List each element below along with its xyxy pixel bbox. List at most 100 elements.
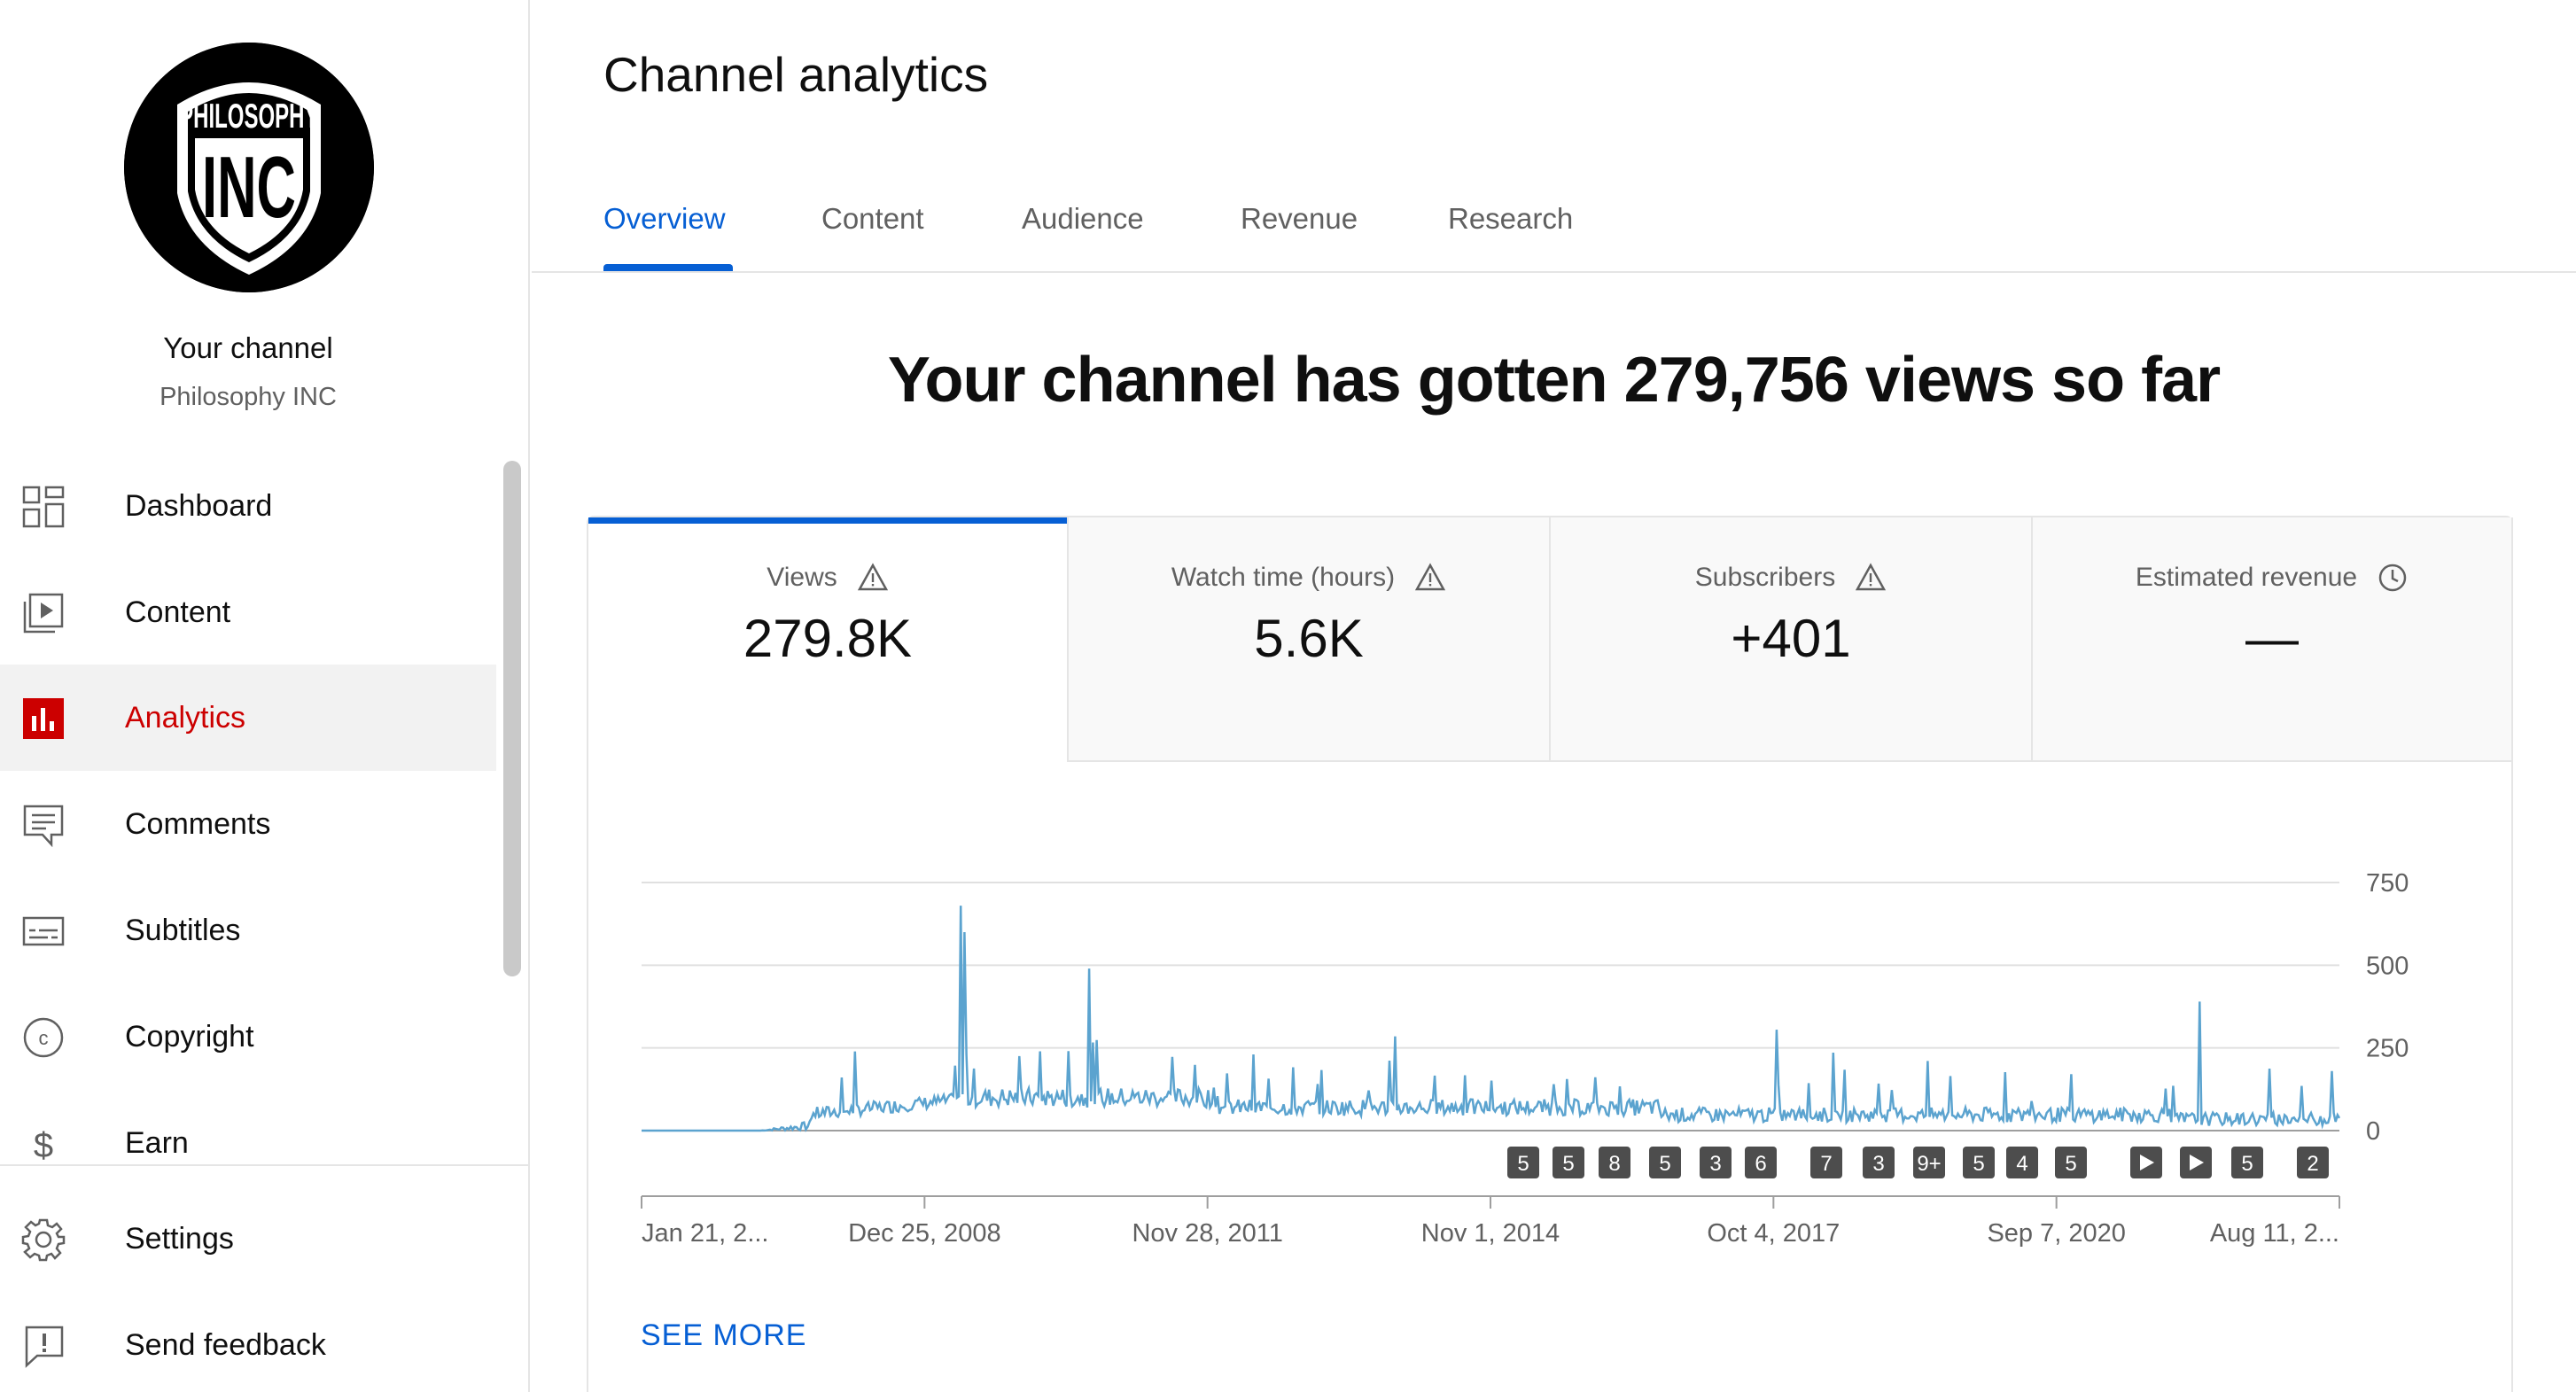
sidebar-item-send-feedback[interactable]: Send feedback bbox=[0, 1292, 496, 1392]
sidebar-item-label: Dashboard bbox=[125, 488, 273, 523]
metric-value: 5.6K bbox=[1254, 609, 1364, 668]
video-marker bbox=[2130, 1147, 2162, 1178]
video-marker: 3 bbox=[1863, 1147, 1895, 1178]
video-marker: 8 bbox=[1599, 1147, 1630, 1178]
video-marker bbox=[2180, 1147, 2212, 1178]
y-tick-label: 0 bbox=[2366, 1117, 2380, 1146]
sidebar-item-label: Earn bbox=[125, 1125, 189, 1160]
tab-audience[interactable]: Audience bbox=[1022, 202, 1144, 235]
metric-subscribers[interactable]: Subscribers +401 bbox=[1549, 517, 2031, 762]
y-tick-label: 250 bbox=[2366, 1035, 2409, 1063]
play-icon bbox=[2140, 1155, 2154, 1170]
dashboard-icon bbox=[21, 485, 66, 529]
sidebar-scrollbar[interactable] bbox=[503, 461, 521, 976]
tab-revenue[interactable]: Revenue bbox=[1241, 202, 1358, 235]
metric-watch-time[interactable]: Watch time (hours) 5.6K bbox=[1067, 517, 1549, 762]
philosophy-inc-logo: PHILOSOPHY INC bbox=[124, 43, 374, 292]
channel-avatar[interactable]: PHILOSOPHY INC bbox=[124, 43, 374, 292]
metric-estimated-revenue[interactable]: Estimated revenue — bbox=[2031, 517, 2513, 762]
x-tick-label: Aug 11, 2... bbox=[2210, 1219, 2339, 1248]
video-marker: 5 bbox=[1553, 1147, 1584, 1178]
sidebar-item-label: Content bbox=[125, 595, 231, 629]
video-marker: 5 bbox=[1649, 1147, 1681, 1178]
video-marker: 9+ bbox=[1913, 1147, 1945, 1178]
warning-icon[interactable] bbox=[1414, 562, 1446, 594]
video-marker: 5 bbox=[2055, 1147, 2087, 1178]
marker-count: 4 bbox=[2016, 1152, 2027, 1176]
video-marker: 7 bbox=[1810, 1147, 1842, 1178]
marker-count: 5 bbox=[1659, 1152, 1670, 1176]
video-marker: 5 bbox=[1507, 1147, 1539, 1178]
sidebar-item-comments[interactable]: Comments bbox=[0, 771, 496, 877]
sidebar-item-subtitles[interactable]: Subtitles bbox=[0, 877, 496, 984]
sidebar: PHILOSOPHY INC Your channel Philosophy I… bbox=[0, 0, 530, 1392]
play-icon bbox=[2190, 1155, 2204, 1170]
channel-name: Philosophy INC bbox=[160, 383, 337, 411]
your-channel-label: Your channel bbox=[163, 331, 333, 364]
x-tick-label: Nov 1, 2014 bbox=[1421, 1219, 1560, 1248]
settings-icon bbox=[21, 1217, 66, 1262]
tab-research[interactable]: Research bbox=[1448, 202, 1574, 235]
feedback-icon bbox=[21, 1324, 66, 1368]
x-tick-label: Sep 7, 2020 bbox=[1987, 1219, 2125, 1248]
marker-count: 9+ bbox=[1917, 1152, 1941, 1176]
sidebar-item-earn[interactable]: $ Earn bbox=[0, 1090, 496, 1196]
marker-count: 5 bbox=[1562, 1152, 1574, 1176]
comments-icon bbox=[21, 803, 66, 847]
x-tick-label: Jan 21, 2... bbox=[642, 1219, 769, 1248]
y-tick-label: 750 bbox=[2366, 869, 2409, 898]
earn-icon: $ bbox=[21, 1122, 66, 1166]
sidebar-item-label: Subtitles bbox=[125, 913, 241, 947]
svg-text:c: c bbox=[39, 1027, 49, 1049]
marker-count: 5 bbox=[2241, 1152, 2253, 1176]
sidebar-item-analytics[interactable]: Analytics bbox=[0, 665, 496, 771]
clock-icon[interactable] bbox=[2377, 562, 2409, 594]
sidebar-item-label: Settings bbox=[125, 1221, 234, 1256]
tab-bar: Overview Content Audience Revenue Resear… bbox=[532, 168, 2576, 273]
marker-count: 5 bbox=[1973, 1152, 1984, 1176]
tab-content[interactable]: Content bbox=[821, 202, 924, 235]
views-chart[interactable]: 750 500 250 0 5 5 8 5 3 6 7 3 9+ 5 4 5 5 2 Jan 21, 2... D… bbox=[603, 851, 2446, 1258]
views-headline: Your channel has gotten 279,756 views so… bbox=[887, 345, 2221, 416]
x-tick-label: Nov 28, 2011 bbox=[1132, 1219, 1282, 1248]
video-marker: 5 bbox=[1963, 1147, 1995, 1178]
metric-value: +401 bbox=[1731, 609, 1851, 668]
video-marker: 6 bbox=[1745, 1147, 1777, 1178]
sidebar-item-dashboard[interactable]: Dashboard bbox=[0, 453, 496, 559]
marker-count: 2 bbox=[2307, 1152, 2318, 1176]
sidebar-item-label: Copyright bbox=[125, 1019, 254, 1054]
svg-text:PHILOSOPHY: PHILOSOPHY bbox=[179, 97, 319, 135]
sidebar-divider bbox=[0, 1164, 530, 1166]
copyright-icon: c bbox=[21, 1015, 66, 1060]
metric-label: Subscribers bbox=[1694, 563, 1836, 592]
sidebar-item-label: Comments bbox=[125, 806, 271, 841]
svg-text:INC: INC bbox=[202, 139, 296, 236]
sidebar-item-copyright[interactable]: c Copyright bbox=[0, 984, 496, 1090]
marker-count: 6 bbox=[1755, 1152, 1766, 1176]
marker-count: 3 bbox=[1709, 1152, 1721, 1176]
sidebar-item-content[interactable]: Content bbox=[0, 559, 496, 665]
subtitles-icon bbox=[21, 909, 66, 953]
see-more-link[interactable]: SEE MORE bbox=[641, 1318, 807, 1352]
warning-icon[interactable] bbox=[857, 562, 889, 594]
marker-count: 5 bbox=[2065, 1152, 2076, 1176]
content-icon bbox=[21, 591, 66, 635]
x-tick-label: Oct 4, 2017 bbox=[1707, 1219, 1840, 1248]
views-series-line bbox=[642, 906, 2341, 1132]
video-marker: 5 bbox=[2231, 1147, 2263, 1178]
warning-icon[interactable] bbox=[1855, 562, 1887, 594]
metric-label: Watch time (hours) bbox=[1171, 563, 1396, 592]
sidebar-item-settings[interactable]: Settings bbox=[0, 1186, 496, 1292]
sidebar-item-label: Send feedback bbox=[125, 1327, 326, 1362]
marker-count: 8 bbox=[1608, 1152, 1620, 1176]
tab-overview[interactable]: Overview bbox=[603, 202, 726, 235]
marker-count: 3 bbox=[1872, 1152, 1884, 1176]
analytics-icon bbox=[21, 696, 66, 741]
metric-views[interactable]: Views 279.8K bbox=[588, 517, 1067, 762]
svg-text:$: $ bbox=[34, 1126, 53, 1165]
active-metric-indicator bbox=[588, 517, 1067, 524]
sidebar-item-label: Analytics bbox=[125, 700, 246, 735]
video-marker: 2 bbox=[2297, 1147, 2329, 1178]
page-title: Channel analytics bbox=[603, 47, 989, 102]
y-tick-label: 500 bbox=[2366, 952, 2409, 980]
